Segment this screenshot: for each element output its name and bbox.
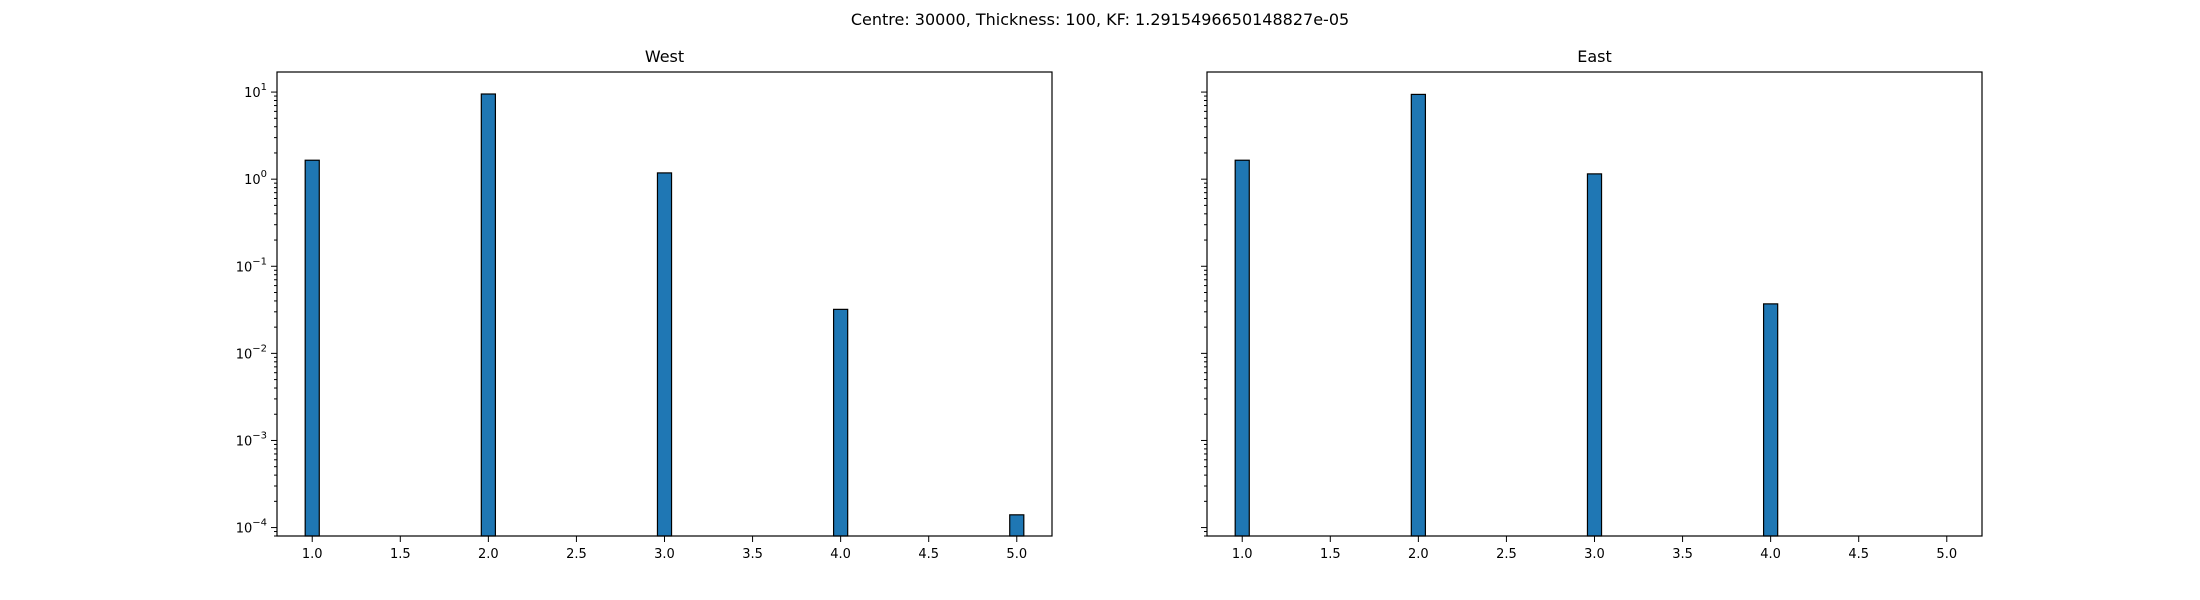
x-tick-label: 1.5 xyxy=(390,547,411,562)
y-tick-label: 100 xyxy=(244,169,267,188)
y-tick-label: 10−1 xyxy=(236,256,267,275)
y-tick-label: 10−4 xyxy=(236,518,267,537)
bar xyxy=(304,159,320,537)
x-tick-label: 2.5 xyxy=(566,547,587,562)
bar xyxy=(1009,514,1025,537)
figure-suptitle: Centre: 30000, Thickness: 100, KF: 1.291… xyxy=(851,10,1349,29)
bar xyxy=(832,308,849,537)
x-tick-label: 2.0 xyxy=(478,547,499,562)
panel-east: East 1.0 1.5 2.0 2.5 3.0 3.5 4.0 4.5 5.0 xyxy=(1201,47,1983,562)
panel-title-west: West xyxy=(645,47,684,66)
bar xyxy=(1762,303,1779,537)
x-tick-label: 3.0 xyxy=(654,547,675,562)
panel-title-east: East xyxy=(1577,47,1612,66)
y-tick-label: 101 xyxy=(244,82,267,101)
x-tick-label: 4.5 xyxy=(1848,547,1869,562)
x-tick-label: 3.5 xyxy=(1672,547,1693,562)
x-tick-label: 3.5 xyxy=(742,547,763,562)
x-tick-label: 2.0 xyxy=(1408,547,1429,562)
x-tick-label: 5.0 xyxy=(1006,547,1027,562)
x-tick-label: 2.5 xyxy=(1496,547,1517,562)
x-tick-label: 1.0 xyxy=(302,547,323,562)
y-tick-label: 10−2 xyxy=(236,343,267,362)
bar xyxy=(656,172,673,537)
panel-west: West 1.0 1.5 2.0 2.5 3.0 3.5 4.0 4.5 5.0 10−4 10−3… xyxy=(236,47,1053,562)
x-tick-label: 4.0 xyxy=(1760,547,1781,562)
x-tick-label: 4.0 xyxy=(830,547,851,562)
x-tick-label: 1.5 xyxy=(1320,547,1341,562)
bar xyxy=(480,93,497,537)
x-tick-label: 5.0 xyxy=(1936,547,1957,562)
bar xyxy=(1234,159,1250,537)
bar xyxy=(1586,173,1603,537)
bar xyxy=(1410,93,1427,537)
x-tick-label: 1.0 xyxy=(1232,547,1253,562)
x-tick-label: 4.5 xyxy=(918,547,939,562)
y-tick-label: 10−3 xyxy=(236,430,267,449)
x-tick-label: 3.0 xyxy=(1584,547,1605,562)
